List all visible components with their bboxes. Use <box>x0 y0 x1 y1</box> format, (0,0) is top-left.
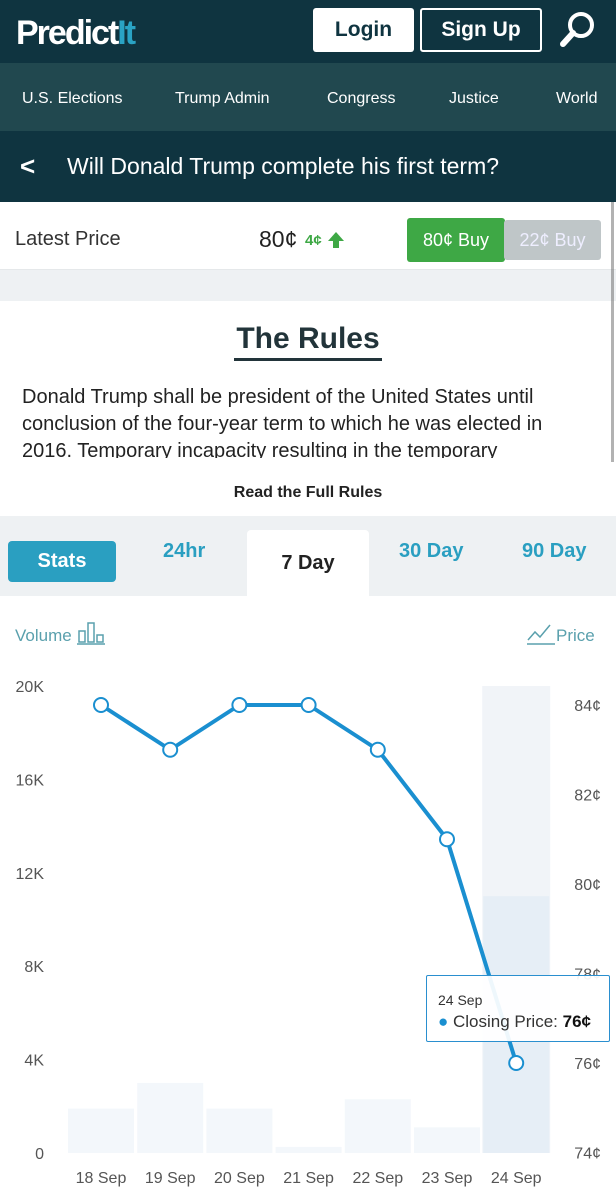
price-change: 4¢ <box>305 232 322 249</box>
nav-us-elections[interactable]: U.S. Elections <box>22 90 123 107</box>
right-tick-label: 80¢ <box>574 877 601 894</box>
back-icon[interactable]: < <box>20 151 36 181</box>
x-tick-label: 19 Sep <box>145 1170 196 1187</box>
left-tick-label: 20K <box>16 679 45 696</box>
right-tick-label: 76¢ <box>574 1056 601 1073</box>
volume-bar <box>137 1082 204 1153</box>
price-point <box>300 697 317 713</box>
tooltip-line: ● Closing Price: 76¢ <box>438 1012 591 1031</box>
tooltip-date: 24 Sep <box>438 992 483 1008</box>
predictit-logo[interactable]: PredictIt <box>16 14 136 53</box>
tab-24hr[interactable]: 24hr <box>163 540 206 562</box>
price-point <box>162 741 179 758</box>
latest-price-label: Latest Price <box>15 228 121 250</box>
x-tick-label: 23 Sep <box>422 1170 473 1187</box>
volume-bar <box>344 1099 411 1153</box>
market-title: Will Donald Trump complete his first ter… <box>67 153 500 179</box>
volume-label: Volume <box>15 626 72 645</box>
up-arrow-stem <box>333 240 339 248</box>
scrollbar[interactable] <box>611 202 614 462</box>
category-nav: U.S. Elections Trump Admin Congress Just… <box>0 63 616 131</box>
left-tick-label: 16K <box>16 772 45 789</box>
nav-congress[interactable]: Congress <box>327 90 396 107</box>
header: PredictIt Login Sign Up <box>0 0 616 63</box>
tooltip-value: 76¢ <box>562 1012 591 1031</box>
rules-underline <box>234 358 382 361</box>
chart-tooltip: 24 Sep ● Closing Price: 76¢ <box>426 975 610 1042</box>
x-tick-label: 22 Sep <box>352 1170 403 1187</box>
x-tick-label: 18 Sep <box>76 1170 127 1187</box>
line-chart-icon <box>527 624 555 645</box>
x-tick-label: 24 Sep <box>491 1170 542 1187</box>
tab-30-day[interactable]: 30 Day <box>399 540 464 562</box>
stats-button[interactable]: Stats <box>8 541 116 582</box>
volume-bar <box>275 1146 342 1153</box>
tab-7-day[interactable]: 7 Day <box>247 530 369 596</box>
right-tick-label: 84¢ <box>574 698 601 715</box>
left-tick-label: 8K <box>24 959 44 976</box>
volume-bar <box>68 1108 134 1153</box>
up-arrow-icon <box>328 232 344 241</box>
market-title-bar: < Will Donald Trump complete his first t… <box>0 131 616 202</box>
price-toggle[interactable]: Price <box>526 621 595 646</box>
tab-90-day[interactable]: 90 Day <box>522 540 587 562</box>
search-icon[interactable] <box>558 10 598 50</box>
right-tick-label: 82¢ <box>574 788 601 805</box>
left-tick-label: 0 <box>35 1146 44 1163</box>
tooltip-label: Closing Price: <box>453 1012 558 1031</box>
price-point <box>508 1055 525 1071</box>
x-tick-label: 20 Sep <box>214 1170 265 1187</box>
rules-heading: The Rules <box>236 322 380 355</box>
price-point <box>439 831 455 848</box>
volume-bar <box>206 1108 273 1153</box>
signup-button[interactable]: Sign Up <box>420 8 542 52</box>
volume-toggle[interactable]: Volume <box>15 621 106 646</box>
chart-tabs: Stats 24hr 7 Day 30 Day 90 Day <box>0 516 616 596</box>
logo-text: Predict <box>16 14 119 52</box>
buy-no-button[interactable]: 22¢ Buy <box>504 220 601 260</box>
divider <box>0 270 616 301</box>
login-button[interactable]: Login <box>313 8 414 52</box>
nav-trump-admin[interactable]: Trump Admin <box>175 90 270 107</box>
bar-chart-icon <box>77 622 106 645</box>
logo-text-it: It <box>117 14 136 52</box>
volume-bar <box>414 1127 480 1153</box>
read-full-rules-link[interactable]: Read the Full Rules <box>233 484 383 501</box>
price-point <box>231 697 248 713</box>
left-tick-label: 12K <box>16 866 45 883</box>
nav-justice[interactable]: Justice <box>449 90 499 107</box>
right-tick-label: 74¢ <box>574 1146 601 1163</box>
price-point <box>369 741 386 758</box>
x-tick-label: 21 Sep <box>283 1170 334 1187</box>
latest-price-value: 80¢ <box>259 226 298 252</box>
price-label: Price <box>556 626 595 645</box>
left-tick-label: 4K <box>24 1053 44 1070</box>
nav-world[interactable]: World <box>556 90 598 107</box>
rules-text: Donald Trump shall be president of the U… <box>22 386 543 458</box>
buy-yes-button[interactable]: 80¢ Buy <box>407 218 505 262</box>
price-point <box>93 697 109 713</box>
price-bar: Latest Price 80¢ 4¢ 80¢ Buy 22¢ Buy <box>0 202 616 270</box>
